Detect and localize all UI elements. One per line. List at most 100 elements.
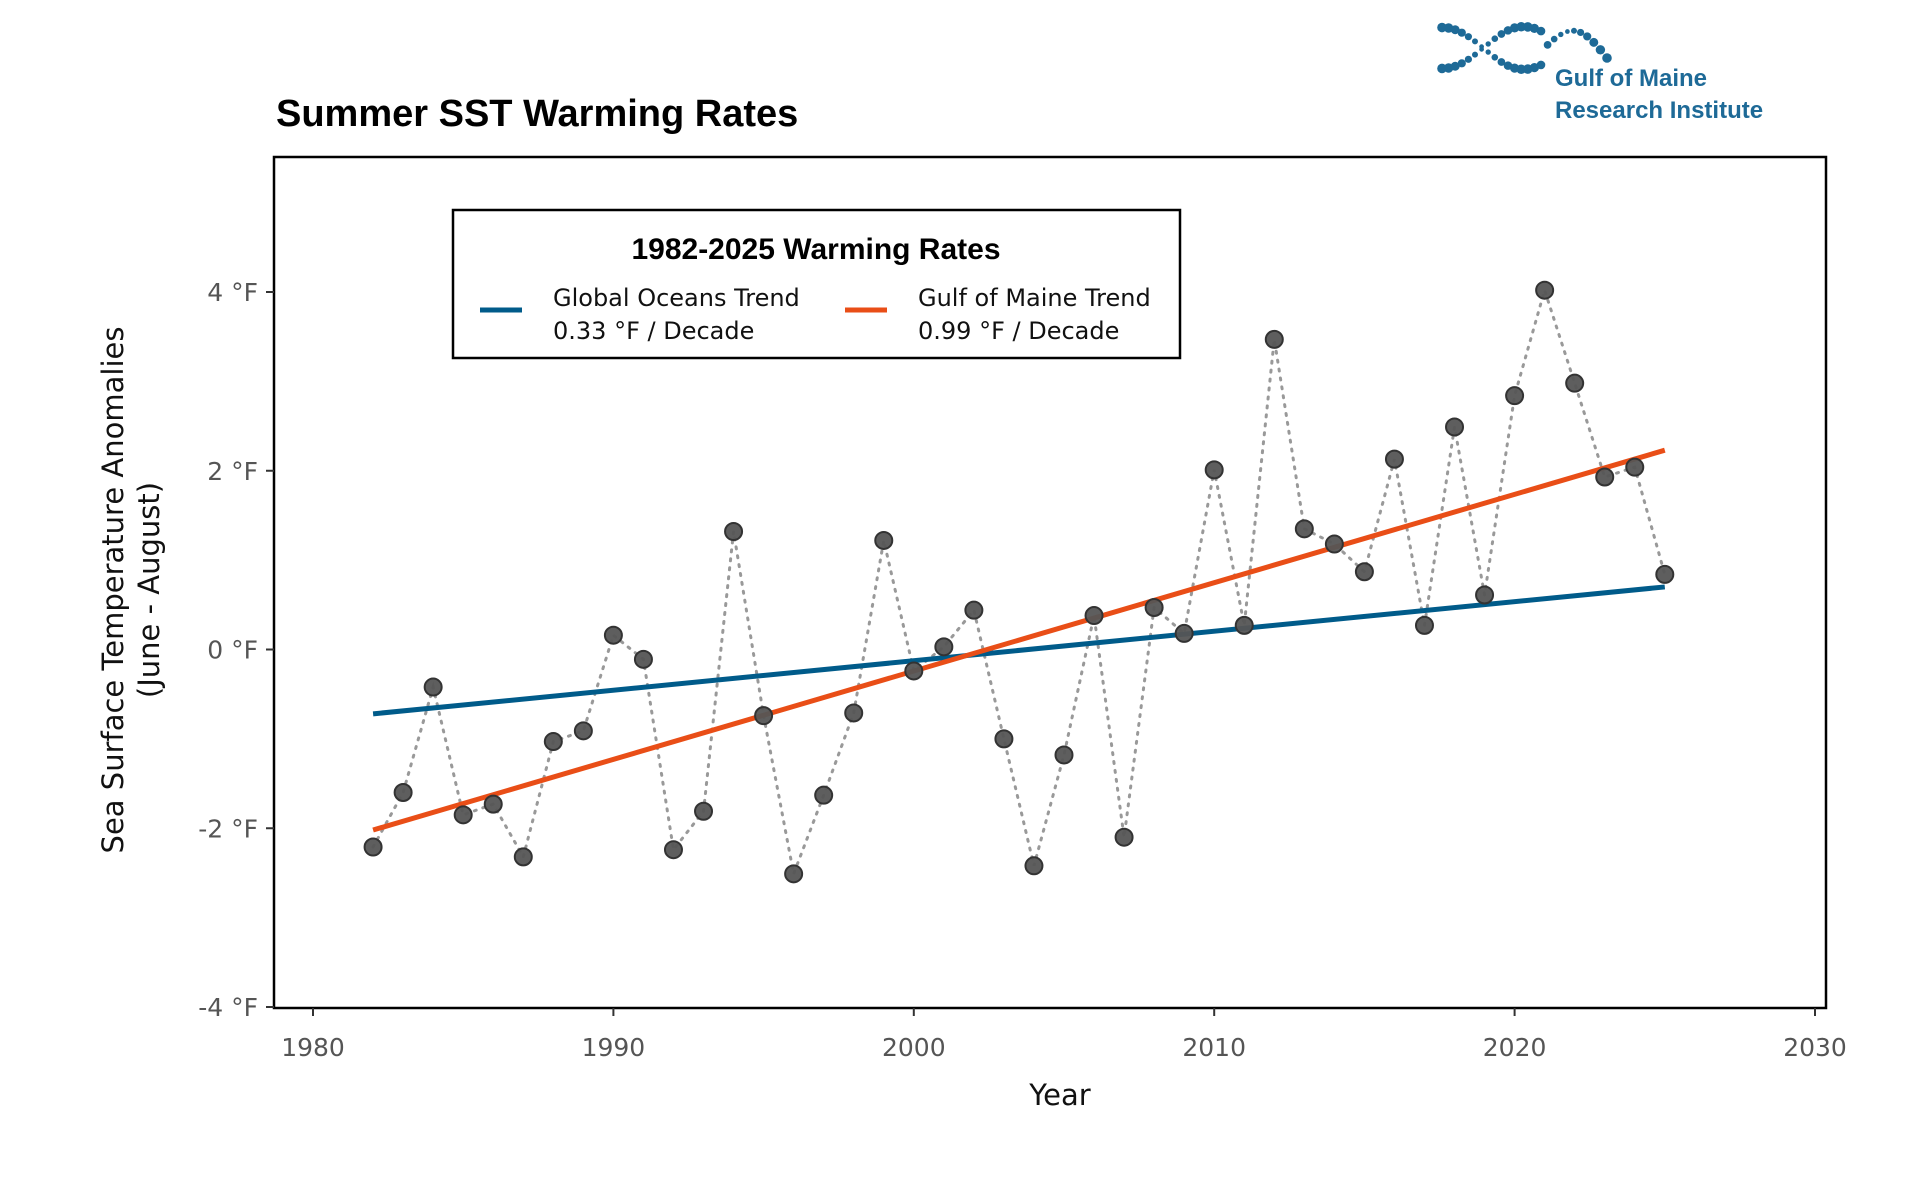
logo-dot <box>1536 60 1546 70</box>
chart-title: Summer SST Warming Rates <box>276 93 798 135</box>
x-tick-label: 1980 <box>281 1033 345 1062</box>
data-point <box>603 625 623 645</box>
logo-text-line2: Research Institute <box>1555 97 1763 124</box>
legend-label-gulf-of-maine: Gulf of Maine Trend <box>918 284 1151 312</box>
logo-dot <box>1479 46 1484 52</box>
legend-label-global-oceans: Global Oceans Trend <box>553 284 800 312</box>
x-tick-label: 2000 <box>882 1033 946 1062</box>
y-axis-title-line2: (June - August) <box>132 482 166 698</box>
data-point <box>754 706 774 726</box>
x-tick-label: 2020 <box>1483 1033 1547 1062</box>
data-point <box>573 721 593 741</box>
legend-rate-global-oceans: 0.33 °F / Decade <box>553 317 754 345</box>
data-point <box>1264 329 1284 349</box>
logo-dot <box>1589 37 1599 47</box>
logo: Gulf of Maine Research Institute <box>1437 21 1763 124</box>
data-point <box>513 847 533 867</box>
logo-dot <box>1577 28 1585 37</box>
logo-dot <box>1485 41 1491 47</box>
data-point <box>1595 467 1615 487</box>
logo-dot <box>1558 31 1564 38</box>
legend-box <box>451 208 1182 360</box>
data-point <box>633 649 653 669</box>
logo-dot <box>1491 54 1499 61</box>
legend-title: 1982-2025 Warming Rates <box>631 233 1000 266</box>
data-point <box>393 783 413 802</box>
data-point <box>1324 534 1344 554</box>
data-point <box>784 864 804 884</box>
y-tick-label: 0 °F <box>207 636 258 665</box>
x-tick-label: 2010 <box>1182 1033 1246 1062</box>
data-point <box>423 677 443 697</box>
data-points <box>363 280 1675 884</box>
data-point <box>994 729 1014 749</box>
data-point <box>1114 827 1134 847</box>
trend-lines <box>372 447 1666 833</box>
y-axis: -4 °F -2 °F 0 °F 2 °F 4 °F <box>198 278 274 1022</box>
data-point <box>694 801 714 821</box>
data-point <box>1625 457 1645 477</box>
y-axis-title: Sea Surface Temperature Anomalies (June … <box>96 327 166 854</box>
logo-dot <box>1602 53 1612 63</box>
logo-dot <box>1571 27 1577 34</box>
logo-dot <box>1595 45 1606 55</box>
data-point <box>874 530 894 550</box>
x-axis-title: Year <box>1028 1078 1090 1112</box>
data-point <box>1445 417 1465 437</box>
logo-dot <box>1457 59 1466 68</box>
logo-dot <box>1464 33 1472 41</box>
data-point <box>934 637 954 657</box>
y-axis-title-line1: Sea Surface Temperature Anomalies <box>96 327 130 854</box>
y-tick-label: 2 °F <box>207 457 258 486</box>
data-point <box>1294 519 1314 539</box>
logo-dot <box>1543 41 1552 49</box>
logo-dot <box>1565 29 1570 34</box>
logo-dot <box>1536 26 1546 36</box>
data-point <box>844 703 864 723</box>
data-point <box>1054 745 1074 765</box>
data-point <box>814 785 834 805</box>
y-tick-label: -4 °F <box>198 993 258 1022</box>
data-point <box>543 732 563 752</box>
logo-dot <box>1472 51 1478 58</box>
logo-dot <box>1550 35 1558 43</box>
x-tick-label: 1990 <box>582 1033 646 1062</box>
trend-line-global-oceans <box>372 584 1666 717</box>
data-point <box>724 522 744 542</box>
logo-dot <box>1485 49 1491 55</box>
legend: 1982-2025 Warming Rates Global Oceans Tr… <box>451 208 1182 360</box>
x-axis: 1980 1990 2000 2010 2020 2030 <box>281 1008 1847 1062</box>
data-point <box>1655 564 1675 584</box>
data-point <box>1204 460 1224 480</box>
logo-dot <box>1583 32 1592 41</box>
data-point <box>483 794 503 814</box>
logo-dot <box>1450 61 1460 71</box>
logo-text-line1: Gulf of Maine <box>1555 65 1707 92</box>
data-point <box>363 837 383 857</box>
logo-dot <box>1491 35 1499 42</box>
logo-dot <box>1497 58 1506 66</box>
data-point <box>1234 615 1254 635</box>
data-point <box>1475 585 1495 605</box>
logo-dot <box>1457 28 1466 37</box>
data-point <box>964 600 984 620</box>
data-point <box>1174 623 1194 643</box>
x-tick-label: 2030 <box>1783 1033 1847 1062</box>
data-point <box>663 840 683 860</box>
data-point <box>904 661 924 681</box>
logo-dot <box>1464 55 1472 63</box>
data-point <box>453 805 473 825</box>
trend-line-gulf-of-maine <box>372 447 1666 833</box>
logo-dot <box>1450 25 1460 35</box>
data-point <box>1565 373 1585 393</box>
data-point <box>1084 606 1104 626</box>
logo-fish-icon <box>1437 21 1612 75</box>
legend-rate-gulf-of-maine: 0.99 °F / Decade <box>918 317 1119 345</box>
data-point <box>1535 280 1555 300</box>
data-point <box>1144 597 1164 617</box>
data-point <box>1024 856 1044 876</box>
logo-dot <box>1497 30 1506 38</box>
data-point <box>1384 449 1404 469</box>
data-point <box>1414 615 1434 635</box>
